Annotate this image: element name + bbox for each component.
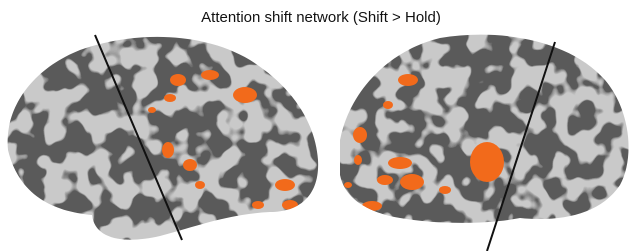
page: Attention shift network (Shift > Hold) [0, 0, 638, 251]
right-hemisphere [330, 25, 638, 251]
figure: Attention shift network (Shift > Hold) [0, 0, 638, 251]
figure-title: Attention shift network (Shift > Hold) [201, 9, 441, 26]
left-hemisphere [0, 25, 325, 251]
